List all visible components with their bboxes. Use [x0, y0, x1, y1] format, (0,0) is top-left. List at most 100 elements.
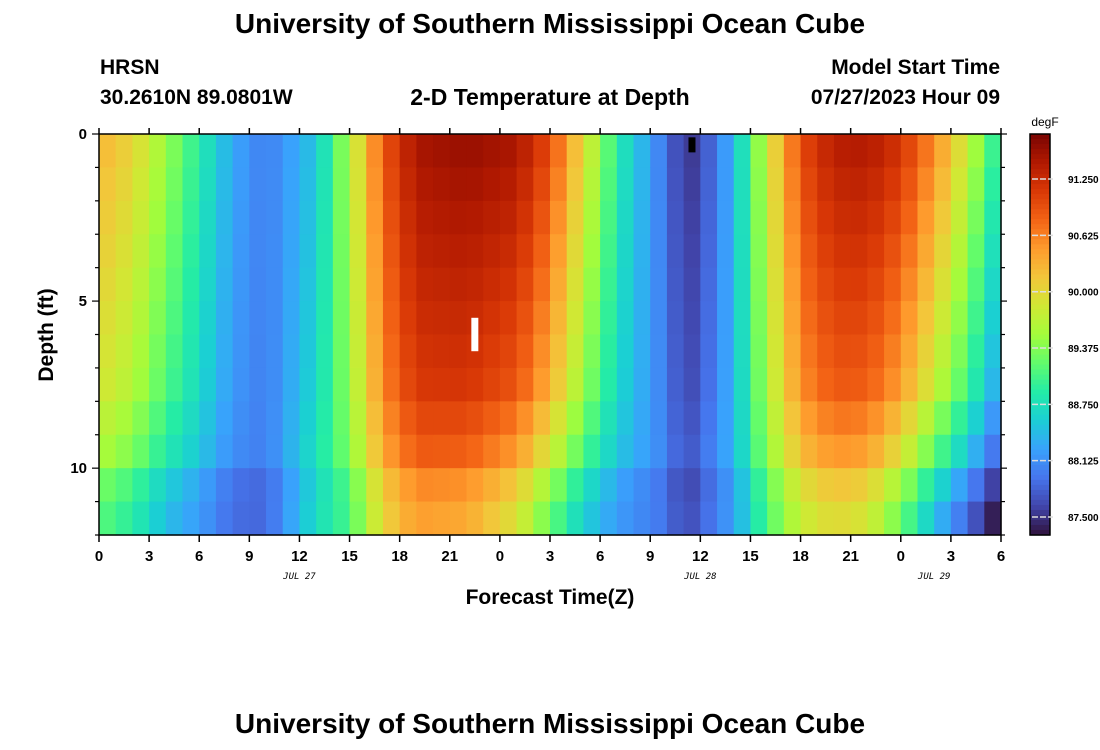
heatmap-cell — [382, 234, 401, 269]
heatmap-cell — [399, 301, 417, 336]
heatmap-cell — [850, 367, 868, 402]
heatmap-cell — [533, 234, 551, 269]
colorbar-tick-label: 91.250 — [1068, 175, 1099, 186]
heatmap-cell — [616, 367, 635, 402]
heatmap-cell — [750, 501, 768, 536]
heatmap-cell — [917, 434, 935, 469]
heatmap-cell — [533, 367, 551, 402]
heatmap-cell — [817, 434, 835, 469]
heatmap-cell — [884, 200, 902, 235]
colorbar-segment — [1030, 294, 1050, 301]
heatmap-cell — [767, 267, 785, 302]
heatmap-cell — [550, 167, 568, 202]
heatmap-cell — [182, 234, 200, 269]
heatmap-cell — [700, 134, 718, 169]
heatmap-cell — [382, 334, 401, 369]
heatmap-cell — [633, 501, 651, 536]
colorbar-segment — [1030, 279, 1050, 285]
heatmap-cell — [817, 334, 835, 369]
heatmap-cell — [566, 468, 584, 503]
heatmap-cell — [449, 267, 468, 302]
colorbar-segment — [1030, 179, 1050, 185]
colorbar-segment — [1030, 259, 1050, 265]
heatmap-cell — [950, 501, 969, 536]
heatmap-cell — [750, 167, 768, 202]
heatmap-cell — [382, 434, 401, 469]
heatmap-cell — [416, 200, 434, 235]
heatmap-cell — [316, 334, 334, 369]
heatmap-cell — [700, 301, 718, 336]
heatmap-cell — [934, 267, 952, 302]
heatmap-cell — [149, 134, 167, 169]
heatmap-cell — [165, 434, 184, 469]
heatmap-cell — [783, 468, 802, 503]
heatmap-cell — [550, 367, 568, 402]
heatmap-cell — [683, 267, 701, 302]
heatmap-cell — [382, 367, 401, 402]
heatmap-cell — [249, 434, 267, 469]
heatmap-cell — [332, 334, 351, 369]
heatmap-cell — [349, 234, 367, 269]
heatmap-cell — [232, 468, 250, 503]
x-tick-label: 3 — [145, 548, 153, 565]
heatmap-cell — [900, 301, 919, 336]
colorbar-segment — [1030, 469, 1050, 476]
colorbar-segment — [1030, 359, 1050, 366]
heatmap-cell — [850, 334, 868, 369]
heatmap-cell — [733, 334, 752, 369]
heatmap-cell — [215, 134, 234, 169]
colorbar-segment — [1030, 349, 1050, 356]
heatmap-cell — [299, 401, 317, 436]
heatmap-cell — [984, 367, 1002, 402]
heatmap-cell — [700, 401, 718, 436]
heatmap-cell — [416, 401, 434, 436]
heatmap-cell — [99, 468, 117, 503]
heatmap-cell — [232, 234, 250, 269]
heatmap-cell — [867, 501, 885, 536]
heatmap-cell — [733, 234, 752, 269]
heatmap-cell — [850, 267, 868, 302]
heatmap-cell — [633, 200, 651, 235]
heatmap-cell — [750, 134, 768, 169]
heatmap-cell — [182, 134, 200, 169]
colorbar-segment — [1030, 244, 1050, 250]
colorbar-segment — [1030, 144, 1050, 150]
heatmap-cell — [767, 301, 785, 336]
heatmap-cell — [516, 234, 534, 269]
heatmap-cell — [449, 301, 468, 336]
heatmap-cell — [934, 134, 952, 169]
heatmap-cell — [349, 367, 367, 402]
heatmap-cell — [199, 468, 217, 503]
heatmap-cell — [115, 334, 133, 369]
heatmap-cell — [683, 434, 701, 469]
heatmap-cell — [282, 334, 301, 369]
heatmap-cell — [717, 301, 735, 336]
heatmap-cell — [115, 200, 133, 235]
heatmap-cell — [967, 167, 985, 202]
heatmap-cell — [466, 334, 484, 369]
colorbar-segment — [1030, 414, 1050, 421]
heatmap-cell — [199, 434, 217, 469]
heatmap-cell — [499, 501, 518, 536]
heatmap-cell — [616, 301, 635, 336]
heatmap-cell — [867, 367, 885, 402]
x-tick-label: 15 — [742, 548, 759, 565]
heatmap-cell — [349, 401, 367, 436]
heatmap-cell — [616, 501, 635, 536]
heatmap-cell — [132, 234, 150, 269]
heatmap-cell — [349, 134, 367, 169]
heatmap-cell — [600, 167, 618, 202]
heatmap-cell — [917, 267, 935, 302]
heatmap-cell — [516, 200, 534, 235]
heatmap-cell — [733, 401, 752, 436]
colorbar-segment — [1030, 184, 1050, 190]
colorbar-segment — [1030, 404, 1050, 411]
heatmap-cell — [633, 401, 651, 436]
heatmap-cell — [533, 401, 551, 436]
heatmap-cell — [566, 434, 584, 469]
heatmap-cell — [783, 367, 802, 402]
heatmap-cell — [449, 434, 468, 469]
heatmap-cell — [399, 200, 417, 235]
colorbar-segment — [1030, 389, 1050, 396]
heatmap-cell — [850, 167, 868, 202]
